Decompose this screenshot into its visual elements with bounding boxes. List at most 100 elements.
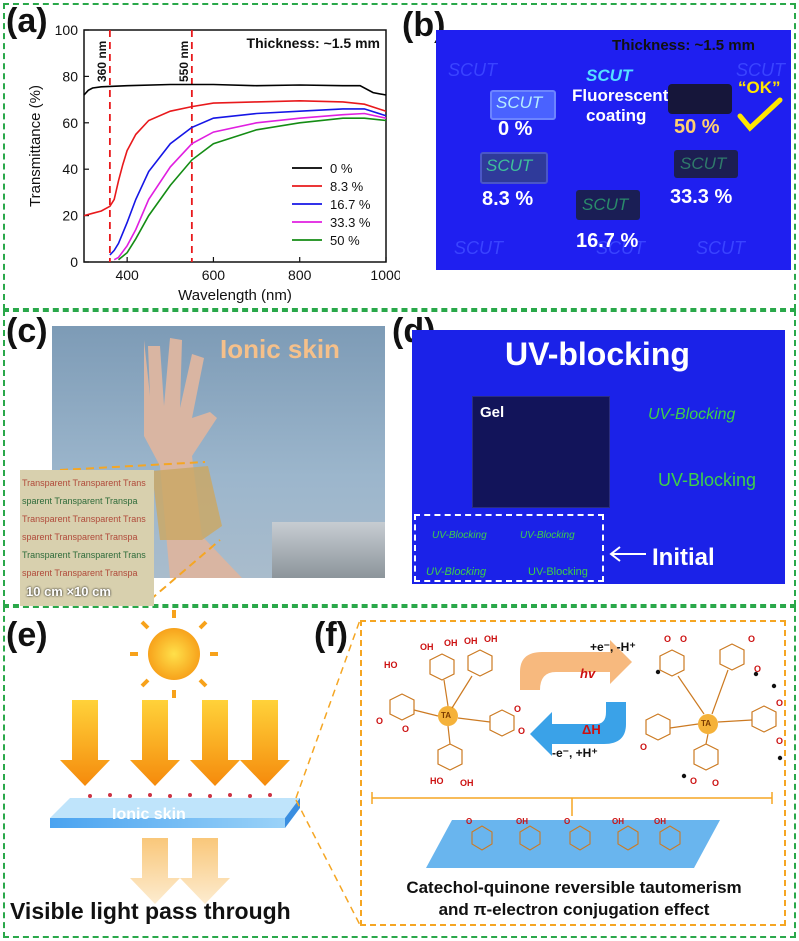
transparent-rows: Transparent Transparent Trans sparent Tra… [22, 474, 146, 582]
transparent-row: Transparent Transparent Trans [22, 514, 146, 524]
gel-label: Gel [480, 404, 505, 421]
transparent-row: sparent Transparent Transpa [22, 496, 138, 506]
x-tick-label: 600 [202, 267, 226, 283]
ok-label: “OK” [738, 78, 781, 97]
y-axis-label: Transmittance (%) [27, 85, 44, 207]
sample-0-scut: SCUT [496, 93, 543, 112]
svg-text:O: O [564, 817, 570, 826]
ta-label-left: TA [441, 711, 452, 720]
initial-uv-2: UV-Blocking [520, 530, 575, 541]
label-50-percent: 50 % [674, 116, 720, 138]
svg-text:O: O [514, 704, 521, 714]
arrow-left-icon [609, 546, 646, 562]
panel-label-c: (c) [6, 312, 48, 350]
thickness-annotation: Thickness: ~1.5 mm [247, 35, 380, 51]
svg-text:OH: OH [460, 778, 474, 788]
legend-entry: 33.3 % [330, 215, 371, 230]
incoming-light-arrows [60, 700, 290, 786]
ionic-skin-slab [50, 798, 300, 828]
svg-text:OH: OH [444, 638, 458, 648]
x-tick-label: 400 [115, 267, 139, 283]
svg-text:O: O [518, 726, 525, 736]
mechanism-caption-2: and π-electron conjugation effect [438, 900, 710, 919]
uv-blocking-title: UV-blocking [505, 336, 690, 372]
checkmark-icon [737, 97, 783, 132]
transparent-row: sparent Transparent Transpa [22, 532, 138, 542]
y-tick-label: 0 [70, 254, 78, 270]
coating-label: coating [586, 106, 647, 125]
sample-333 [674, 150, 738, 178]
fluorescent-label: Fluorescent [572, 86, 669, 105]
uv-blocking-text-2: UV-Blocking [658, 470, 757, 490]
svg-text:HO: HO [384, 660, 398, 670]
svg-text:O: O [466, 817, 472, 826]
svg-text:O: O [754, 664, 761, 674]
fluorescent-coating-photo: Thickness: ~1.5 mm SCUT SCUT SCUT SCUT S… [436, 30, 791, 270]
hand-arm [144, 338, 242, 578]
series-line [83, 83, 387, 96]
faint-scut-1: SCUT [448, 60, 497, 80]
city-skyline [272, 522, 385, 578]
svg-text:O: O [776, 698, 783, 708]
gel-sample [472, 396, 610, 508]
x-tick-label: 800 [288, 267, 312, 283]
sample-167-scut: SCUT [582, 195, 629, 214]
panel-label-e: (e) [6, 616, 48, 654]
initial-box [414, 514, 604, 582]
panel-label-a: (a) [6, 2, 48, 40]
ionic-skin-slab-label: Ionic skin [112, 806, 186, 823]
mechanism-caption-1: Catechol-quinone reversible tautomerism [406, 878, 742, 897]
transmittance-chart: 400 600 800 1000 0 20 40 60 80 100 Wavelength (nm)… [27, 22, 400, 304]
y-tick-label: 100 [55, 22, 79, 38]
mechanism-box [360, 620, 786, 926]
ta-label-right: TA [701, 719, 712, 728]
sample-50 [668, 84, 732, 114]
y-tick-label: 40 [62, 161, 78, 177]
reduction-conditions: +e⁻, -H⁺ [590, 640, 636, 654]
x-tick-label: 1000 [370, 267, 400, 283]
wavelength-marker-label: 360 nm [95, 41, 109, 82]
wavelength-marker-label: 550 nm [177, 41, 191, 82]
outgoing-light-arrows [130, 838, 230, 904]
initial-uv-4: UV-Blocking [528, 566, 588, 578]
x-axis-label: Wavelength (nm) [178, 287, 292, 304]
svg-text:O: O [376, 716, 383, 726]
series-line [109, 108, 387, 256]
svg-text:O: O [748, 634, 755, 644]
visible-light-caption: Visible light pass through [10, 898, 291, 924]
light-diagram [50, 610, 300, 904]
transparent-row: sparent Transparent Transpa [22, 568, 138, 578]
initial-uv-1: UV-Blocking [432, 530, 487, 541]
faint-scut-4: SCUT [596, 238, 645, 258]
frame-top [3, 3, 796, 310]
faint-scut-5: SCUT [696, 238, 745, 258]
scut-top-label: SCUT [586, 66, 633, 85]
legend-entry: 0 % [330, 161, 353, 176]
svg-text:O: O [776, 736, 783, 746]
faint-scut-3: SCUT [454, 238, 503, 258]
svg-text:O: O [664, 634, 671, 644]
svg-text:OH: OH [420, 642, 434, 652]
legend-entry: 50 % [330, 233, 360, 248]
plot-frame [83, 29, 387, 263]
svg-text:OH: OH [464, 636, 478, 646]
panel-label-f: (f) [314, 616, 348, 654]
molecule-dots [88, 793, 272, 798]
svg-text:O: O [640, 742, 647, 752]
svg-text:O: O [680, 634, 687, 644]
label-33-3-percent: 33.3 % [670, 186, 733, 208]
svg-text:OH: OH [516, 817, 528, 826]
initial-label: Initial [652, 544, 715, 571]
sun-icon [130, 610, 218, 698]
size-label: 10 cm ×10 cm [26, 584, 111, 599]
legend-entry: 8.3 % [330, 179, 364, 194]
sample-333-scut: SCUT [680, 154, 727, 173]
label-8-3-percent: 8.3 % [482, 188, 534, 210]
initial-uv-3: UV-Blocking [426, 566, 487, 578]
series-line [113, 112, 387, 261]
transparent-row: Transparent Transparent Trans [22, 478, 146, 488]
series-line [83, 99, 387, 217]
svg-text:OH: OH [612, 817, 624, 826]
thickness-label-b: Thickness: ~1.5 mm [612, 37, 755, 54]
